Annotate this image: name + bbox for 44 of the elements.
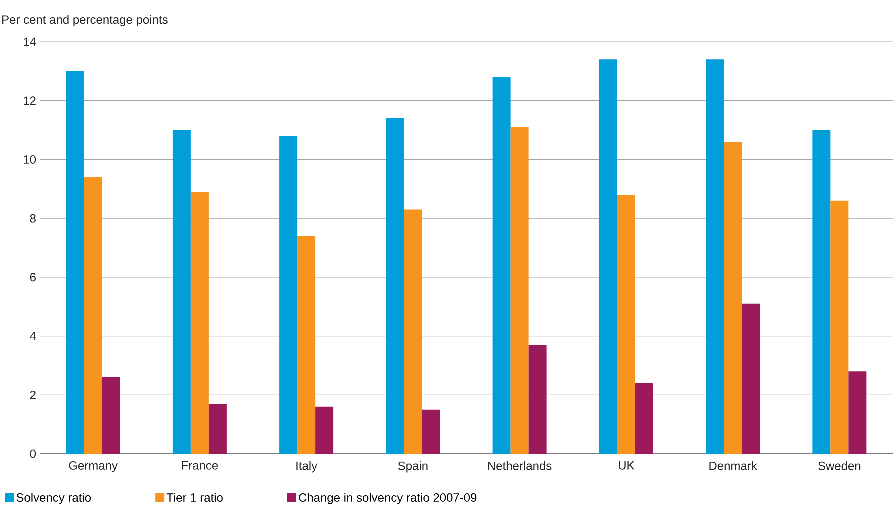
bar [617,195,636,454]
bar [422,410,440,454]
bar [386,118,404,454]
x-tick-label: Netherlands [488,462,552,470]
y-tick-label: 12 [24,96,36,106]
bar [208,404,227,454]
x-tick-label: Germany [69,462,118,472]
y-tick-label: 10 [24,155,36,164]
bar [830,200,849,454]
legend-label: Change in solvency ratio 2007-09 [299,493,477,504]
bar [510,127,529,454]
y-tick-label: 0 [30,450,36,458]
y-tick-label: 4 [30,332,36,340]
x-tick-label: France [182,462,218,470]
bar [66,71,84,454]
bar [102,377,120,454]
bar [492,77,511,454]
bar [742,304,760,454]
legend-label: Solvency ratio [16,493,92,504]
bar [172,130,191,454]
x-tick-label: Spain [398,462,428,473]
y-tick-label: 14 [24,38,36,46]
bar [404,210,422,454]
bar [599,60,618,454]
bar [635,383,654,454]
bar [812,130,831,454]
bar [298,236,316,454]
x-tick-label: Italy [296,462,318,473]
bar [190,192,209,454]
x-tick-label: UK [619,462,635,470]
y-tick-label: 8 [30,214,36,223]
bar [706,60,724,454]
y-tick-label: 6 [30,273,36,282]
bar [848,372,867,454]
x-tick-label: Denmark [710,462,758,470]
bar [528,345,547,454]
x-tick-label: Sweden [818,462,861,470]
legend-label: Tier 1 ratio [166,493,223,502]
bar [316,406,334,454]
bar [724,142,742,454]
bar [84,177,102,454]
y-axis-title: Per cent and percentage points [2,15,168,26]
y-tick-label: 2 [30,390,36,400]
bar [280,136,298,454]
